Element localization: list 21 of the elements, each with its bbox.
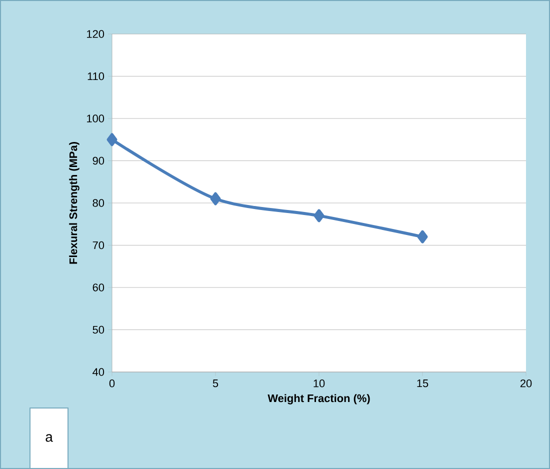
x-tick-label: 10 [314,380,325,388]
y-tick-label: 110 [88,72,104,80]
y-tick-label: 70 [92,241,104,250]
y-tick-label: 50 [92,326,104,334]
x-axis-title: Weight Fraction (%) [268,394,370,404]
point [210,192,221,206]
y-tick-label: 90 [92,156,104,165]
y-tick-label: 40 [92,368,104,376]
y-tick-label: 120 [87,30,104,38]
y-tick-label: 100 [87,114,104,122]
y-tick-label: 60 [92,284,104,292]
y-axis-title: Flexural Strength (MPa) [69,142,80,264]
point [314,209,324,222]
y-tick-label: 80 [92,199,104,207]
x-tick-label: 5 [212,380,218,388]
point [417,230,428,244]
x-tick-label: 0 [109,380,115,388]
x-tick-label: 15 [417,380,428,388]
point [106,133,118,146]
x-tick-label: 20 [520,380,532,388]
text: a [46,434,53,442]
